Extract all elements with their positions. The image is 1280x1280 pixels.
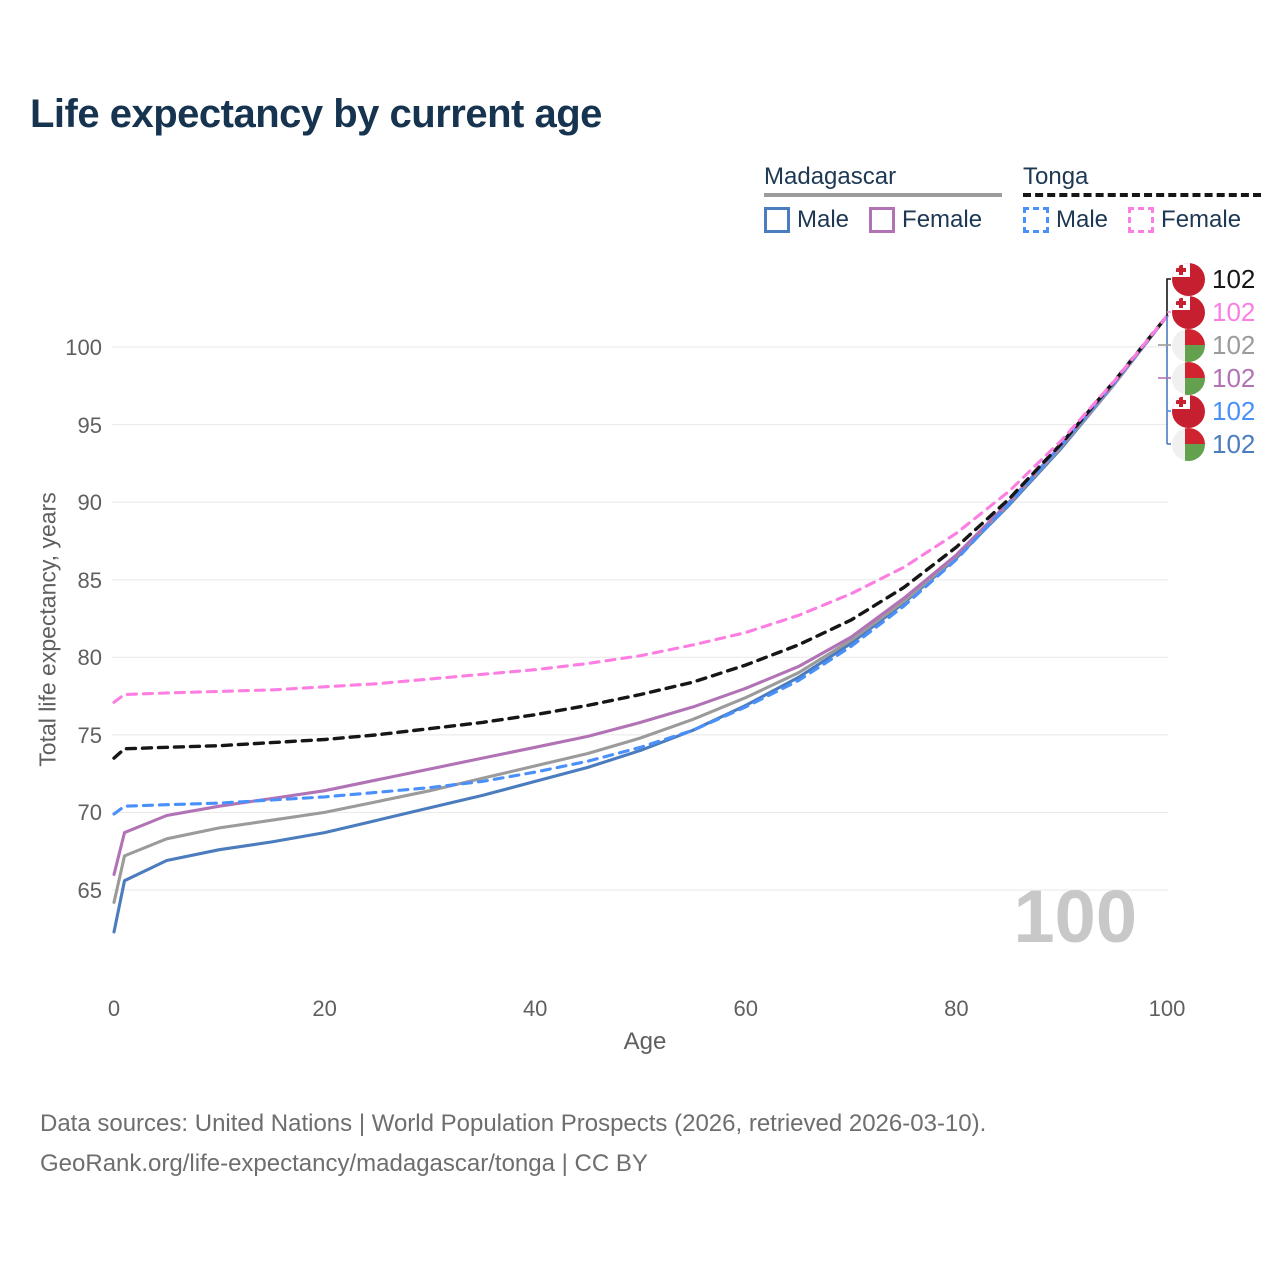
end-label-tonga-female: 102 xyxy=(1172,295,1256,329)
y-tick-label-95: 95 xyxy=(77,412,102,438)
end-label-value: 102 xyxy=(1212,329,1256,360)
legend-item-madagascar-male[interactable]: Male xyxy=(764,207,849,233)
series-line-madagascar-both xyxy=(112,314,1169,904)
y-axis-title: Total life expectancy, years xyxy=(34,492,61,767)
legend-line-style-sample-dashed xyxy=(1023,193,1261,197)
end-label-madagascar-male: 102 xyxy=(1172,427,1256,461)
legend-line-style-sample-solid xyxy=(764,193,1002,197)
end-label-value: 102 xyxy=(1212,395,1256,426)
legend-item-label: Male xyxy=(1056,206,1109,233)
footer-attribution: GeoRank.org/life-expectancy/madagascar/t… xyxy=(40,1150,648,1177)
y-tick-label-100: 100 xyxy=(65,335,102,360)
x-tick-label-60: 60 xyxy=(733,996,759,1021)
legend-swatch-icon xyxy=(764,207,790,233)
legend-item-label: Female xyxy=(1161,206,1242,233)
end-label-madagascar-female: 102 xyxy=(1172,361,1256,395)
legend-group-tonga: Tonga Male Female xyxy=(1023,164,1261,233)
legend-country-label: Madagascar xyxy=(764,163,897,190)
end-label-value: 102 xyxy=(1212,263,1256,294)
end-label-value: 102 xyxy=(1212,362,1256,393)
end-label-tonga-both: 102 xyxy=(1172,262,1256,296)
end-label-value: 102 xyxy=(1212,296,1256,327)
footer-data-sources: Data sources: United Nations | World Pop… xyxy=(40,1110,987,1137)
legend-country-label: Tonga xyxy=(1023,163,1089,190)
x-tick-label-100: 100 xyxy=(1148,996,1186,1021)
tonga-flag-icon xyxy=(1172,295,1205,329)
y-tick-label-85: 85 xyxy=(77,567,102,593)
series-line-madagascar-female xyxy=(112,314,1169,877)
y-tick-label-65: 65 xyxy=(77,877,102,903)
y-tick-label-70: 70 xyxy=(77,800,102,826)
madagascar-flag-icon xyxy=(1172,361,1205,395)
y-tick-label-75: 75 xyxy=(77,722,102,748)
legend-items-row: Male Female xyxy=(764,207,1002,233)
x-tick-label-20: 20 xyxy=(312,996,337,1021)
x-tick-label-80: 80 xyxy=(944,996,969,1021)
legend-group-madagascar: Madagascar Male Female xyxy=(764,164,1002,233)
legend-swatch-icon xyxy=(869,207,896,233)
series-line-tonga-both xyxy=(112,314,1169,760)
legend-item-tonga-female[interactable]: Female xyxy=(1128,207,1241,233)
age-counter-watermark: 100 xyxy=(1013,875,1137,958)
x-axis-title: Age xyxy=(623,1028,667,1055)
legend-item-label: Female xyxy=(902,206,983,233)
madagascar-flag-icon xyxy=(1172,427,1205,461)
chart-title: Life expectancy by current age xyxy=(30,92,602,136)
y-tick-label-90: 90 xyxy=(77,490,102,516)
series-line-tonga-male xyxy=(112,314,1169,816)
y-tick-label-80: 80 xyxy=(77,645,102,671)
legend-item-madagascar-female[interactable]: Female xyxy=(869,207,982,233)
legend-swatch-icon xyxy=(1023,207,1049,233)
legend-items-row: Male Female xyxy=(1023,207,1261,233)
x-tick-label-40: 40 xyxy=(522,996,548,1021)
series-line-tonga-female xyxy=(112,314,1169,704)
x-tick-label-0: 0 xyxy=(107,996,121,1021)
end-label-tonga-male: 102 xyxy=(1172,394,1256,428)
legend-swatch-icon xyxy=(1128,207,1155,233)
legend-item-tonga-male[interactable]: Male xyxy=(1023,207,1108,233)
madagascar-flag-icon xyxy=(1172,328,1205,362)
tonga-flag-icon xyxy=(1172,262,1205,296)
legend-item-label: Male xyxy=(797,206,850,233)
end-label-madagascar-both: 102 xyxy=(1172,328,1256,362)
tonga-flag-icon xyxy=(1172,394,1205,428)
series-line-madagascar-male xyxy=(112,314,1169,934)
end-label-value: 102 xyxy=(1212,428,1256,459)
leader-line-tonga-both xyxy=(1166,278,1171,316)
